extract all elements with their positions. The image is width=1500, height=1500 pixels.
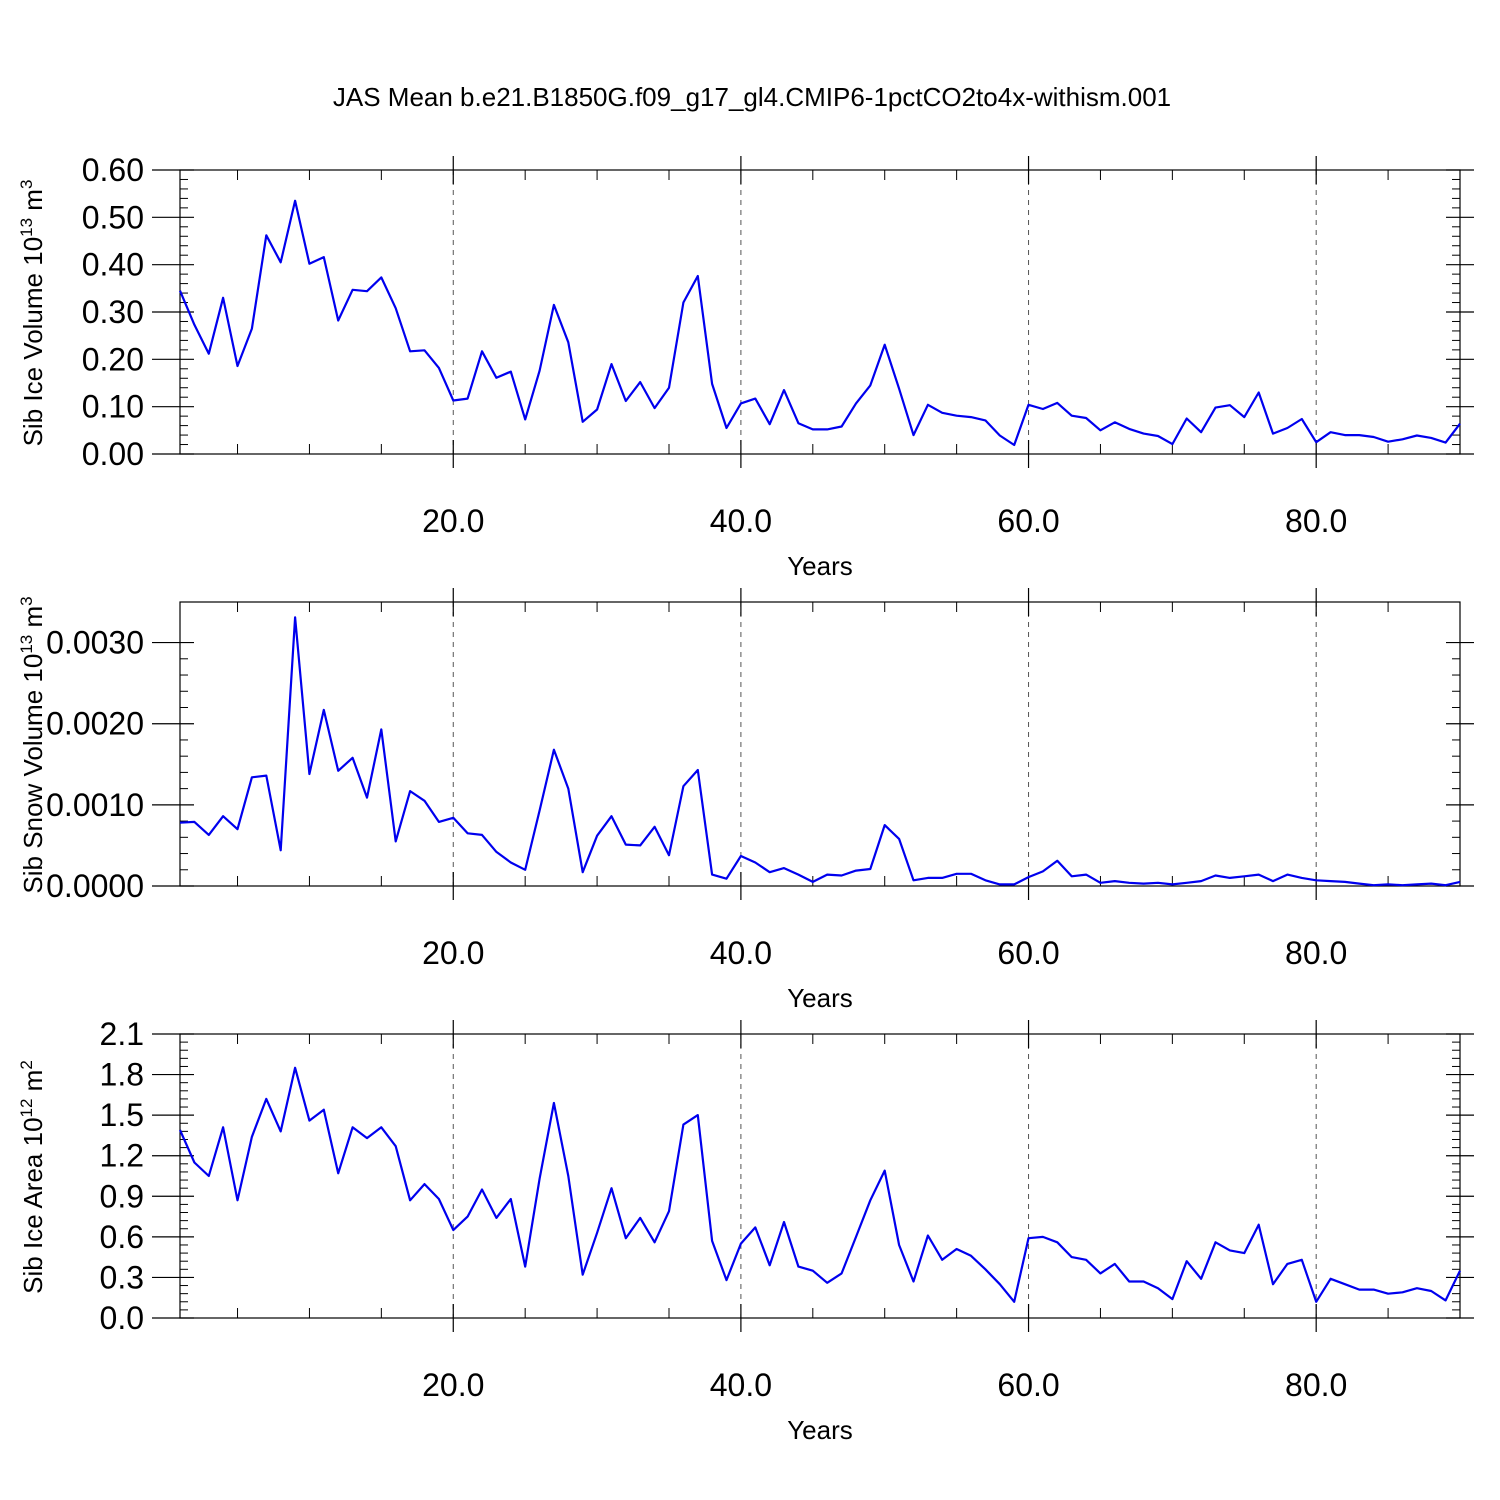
y-axis-label-ylabel-unit: m xyxy=(18,606,48,635)
y-axis-label: Sib Ice Volume 1013 m3 xyxy=(17,180,48,447)
y-tick-label: 1.2 xyxy=(100,1138,144,1174)
y-tick-label: 0.50 xyxy=(82,199,144,235)
y-tick-label: 1.5 xyxy=(100,1097,144,1133)
y-tick-label: 0.20 xyxy=(82,341,144,377)
y-axis-label-ylabel-exp: 13 xyxy=(17,218,36,237)
y-tick-label: 2.1 xyxy=(100,1016,144,1052)
y-axis-label-ylabel-exp: 13 xyxy=(17,635,36,654)
x-tick-label: 20.0 xyxy=(422,503,484,539)
y-tick-label: 0.0000 xyxy=(46,868,144,904)
y-axis-label-ylabel: Sib Snow Volume 10 xyxy=(18,654,48,894)
y-tick-label: 0.0030 xyxy=(46,625,144,661)
y-tick-label: 0.30 xyxy=(82,294,144,330)
chart-panel-1: 0.00 0.10 0.20 0.30 0.40 0.50 0.60 20.0 40.0 60.0… xyxy=(17,152,1474,581)
y-tick-label: 0.00 xyxy=(82,436,144,472)
y-tick-label: 0.0010 xyxy=(46,787,144,823)
x-axis-label: Years xyxy=(787,983,853,1013)
x-tick-label: 20.0 xyxy=(422,935,484,971)
y-axis-label-ylabel: Sib Ice Area 10 xyxy=(18,1117,48,1293)
y-axis-label-ylabel: Sib Ice Volume 10 xyxy=(18,237,48,447)
y-axis-label: Sib Ice Area 1012 m2 xyxy=(17,1060,48,1294)
x-axis-label: Years xyxy=(787,551,853,581)
y-axis-label-ylabel-unit: m xyxy=(18,1070,48,1099)
series-line xyxy=(179,616,1461,887)
y-axis-label: Sib Snow Volume 1013 m3 xyxy=(17,596,48,893)
plot-frame xyxy=(179,1033,1461,1319)
series-line xyxy=(178,1066,1461,1303)
x-tick-label: 60.0 xyxy=(997,935,1059,971)
x-tick-label: 40.0 xyxy=(710,1367,772,1403)
y-axis-label-ylabel-unit-exp: 3 xyxy=(17,180,36,189)
chart-title: JAS Mean b.e21.B1850G.f09_g17_gl4.CMIP6-… xyxy=(333,82,1171,112)
y-tick-label: 1.8 xyxy=(100,1057,144,1093)
y-tick-label: 0.60 xyxy=(82,152,144,188)
x-tick-label: 80.0 xyxy=(1285,1367,1347,1403)
y-tick-label: 0.0 xyxy=(100,1300,144,1336)
series-line xyxy=(178,199,1461,447)
y-axis-label-ylabel-exp: 12 xyxy=(17,1099,36,1118)
x-tick-label: 40.0 xyxy=(710,935,772,971)
chart-panel-3: 0.0 0.3 0.6 0.9 1.2 1.5 1.8 2.1 20.0 40.0 60.0 80.0… xyxy=(17,1016,1474,1445)
y-axis-label-ylabel-unit-exp: 2 xyxy=(17,1060,36,1069)
x-axis-label: Years xyxy=(787,1415,853,1445)
y-tick-label: 0.10 xyxy=(82,389,144,425)
y-tick-label: 0.0020 xyxy=(46,706,144,742)
y-axis-label-ylabel-unit-exp: 3 xyxy=(17,596,36,605)
x-tick-label: 60.0 xyxy=(997,1367,1059,1403)
y-axis-label-ylabel-unit: m xyxy=(18,189,48,218)
y-tick-label: 0.3 xyxy=(100,1259,144,1295)
x-tick-label: 20.0 xyxy=(422,1367,484,1403)
y-tick-label: 0.9 xyxy=(100,1178,144,1214)
y-tick-label: 0.40 xyxy=(82,247,144,283)
x-tick-label: 80.0 xyxy=(1285,503,1347,539)
plot-frame xyxy=(179,169,1461,455)
y-tick-label: 0.6 xyxy=(100,1219,144,1255)
plot-frame xyxy=(179,601,1461,887)
x-tick-label: 60.0 xyxy=(997,503,1059,539)
x-tick-label: 80.0 xyxy=(1285,935,1347,971)
x-tick-label: 40.0 xyxy=(710,503,772,539)
chart-panel-2: 0.0000 0.0010 0.0020 0.0030 20.0 40.0 60.0 80.0… xyxy=(17,588,1474,1013)
